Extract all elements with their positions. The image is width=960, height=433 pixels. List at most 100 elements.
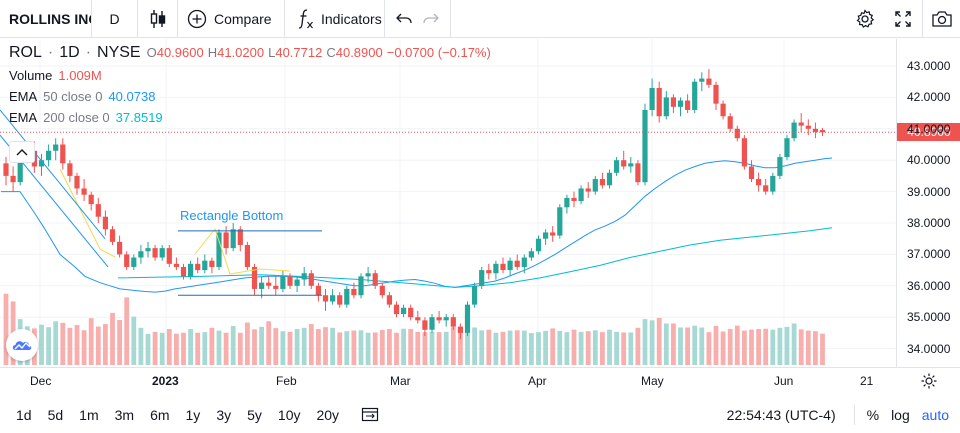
candle-body [88,194,94,205]
volume-bars [3,293,825,365]
candle-body [131,257,137,267]
candle-body [500,263,506,271]
volume-bar [74,325,80,365]
range-1m[interactable]: 1m [79,407,99,423]
range-5d[interactable]: 5d [47,407,64,423]
fullscreen-button[interactable] [884,0,922,38]
candle-body [514,260,520,267]
candle-body [301,273,307,280]
time-axis[interactable]: Dec 2023 Feb Mar Apr May Jun 21 [0,367,960,393]
tradingview-logo[interactable] [6,329,38,361]
range-20y[interactable]: 20y [316,407,340,423]
clock[interactable]: 22:54:43 (UTC-4) [726,407,836,423]
candle-body [479,270,485,286]
volume-bar [564,332,570,365]
candle-body [578,188,584,202]
range-5y[interactable]: 5y [247,407,262,423]
price-axis-label: 38.0000 [907,216,951,230]
log-toggle[interactable]: log [891,407,910,423]
candle-body [621,160,627,167]
gear-icon [856,9,875,28]
volume-bar [465,324,470,365]
candle-body [677,100,684,107]
candle-body [95,204,101,217]
candle-body [152,248,158,258]
symbol-search[interactable]: ROLLINS INC [0,0,92,38]
range-10y[interactable]: 10y [277,407,301,423]
price-axis-label: 34.0000 [907,341,951,356]
candle-body [784,138,790,158]
volume-bar [202,332,208,365]
candle-body [493,263,499,274]
legend-ema200-row[interactable]: EMA 200 close 0 37.8519 [9,110,491,125]
range-1d[interactable]: 1d [16,407,32,423]
candle-body [138,251,144,258]
undo-icon[interactable] [395,11,413,27]
volume-bar [259,326,264,365]
candle-body [237,229,243,245]
candle-body [109,229,116,242]
snapshot-button[interactable] [922,0,960,38]
range-6m[interactable]: 6m [150,407,170,423]
candle-body [3,163,9,176]
legend-exchange: NYSE [97,44,141,61]
fx-icon [298,8,313,29]
candle-body [351,288,357,296]
volume-bar [656,317,662,365]
volume-bar [124,297,130,365]
candle-body [798,122,804,126]
candle-body [734,128,740,139]
volume-bar [614,331,619,365]
volume-bar [543,330,548,365]
chart-type-button[interactable] [138,0,178,38]
candle-body [386,295,392,305]
ema200-label: EMA [9,110,38,125]
volume-bar [110,312,115,365]
volume-bar [337,332,343,365]
compare-button[interactable]: Compare [178,0,285,38]
candle-body [812,128,818,132]
legend-ema50-row[interactable]: EMA 50 close 0 40.0738 [9,89,491,104]
volume-bar [195,332,201,365]
redo-icon[interactable] [422,11,440,27]
chart-overlays [1,157,833,293]
range-3m[interactable]: 3m [114,407,135,423]
volume-bar [521,330,527,365]
candle-body [642,109,648,183]
volume-bar [798,329,804,365]
interval-button[interactable]: D [92,0,138,38]
indicators-button[interactable]: Indicators [285,0,385,38]
candle-body [791,122,797,139]
candle-body [713,84,719,104]
fullscreen-icon [895,11,911,27]
price-axis[interactable]: 40.8900 43.0000 42.0000 41.0000 40.0000 39.0… [896,39,960,367]
candle-body [230,229,236,249]
settings-button[interactable] [846,0,884,38]
cloud-logo-icon [12,341,32,350]
volume-bar [394,332,399,365]
volume-bar [479,330,485,365]
volume-bar [365,332,371,365]
candle-body [663,97,669,117]
volume-bar [706,332,712,365]
undo-redo-group [385,0,451,38]
range-1y[interactable]: 1y [185,407,201,423]
goto-date-button[interactable] [361,406,379,425]
volume-bar [372,332,378,365]
candle-body [763,185,769,192]
volume-bar [820,333,825,365]
axis-settings-icon[interactable] [920,372,938,390]
time-axis-label: May [641,374,664,388]
legend-main-row[interactable]: ROL · 1D · NYSE O40.9600 H41.0200 L40.77… [9,44,491,62]
candle-body [330,295,336,302]
candle-body [358,276,364,296]
range-3y[interactable]: 3y [216,407,232,423]
legend-collapse-button[interactable] [9,141,35,163]
auto-toggle[interactable]: auto [921,407,949,423]
legend-volume-row[interactable]: Volume 1.009M [9,68,491,83]
price-chart[interactable]: Rectangle Bottom [0,39,896,367]
camera-icon [931,11,952,27]
percent-toggle[interactable]: % [866,407,880,423]
ema50-label: EMA [9,89,38,104]
volume-bar [642,319,648,365]
